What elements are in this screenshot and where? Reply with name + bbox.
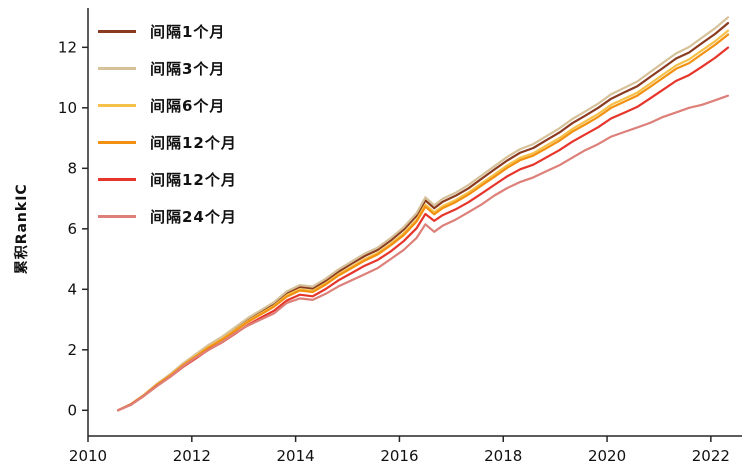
y-tick-label: 8 [67,159,77,177]
legend-item-3: 间隔6个月 [98,94,237,117]
series-line-4 [116,33,730,412]
y-tick-label: 0 [67,401,77,419]
legend-line-swatch-icon [98,30,136,33]
y-tick-label: 4 [67,280,77,298]
legend-label: 间隔1个月 [150,23,226,41]
legend-line-swatch-icon [98,215,136,218]
legend-item-6: 间隔24个月 [98,205,237,228]
legend-label: 间隔6个月 [150,97,226,115]
series-line-6 [116,94,730,412]
legend-line-swatch-icon [98,67,136,70]
legend-line-swatch-icon [98,141,136,144]
y-axis-title: 累积RankIC [13,183,30,274]
x-tick-label: 2014 [277,447,315,465]
legend-item-2: 间隔3个月 [98,57,237,80]
x-tick-label: 2010 [69,447,107,465]
y-tick-label: 12 [58,38,77,56]
legend-line-swatch-icon [98,178,136,181]
legend-line-swatch-icon [98,104,136,107]
chart-legend: 间隔1个月间隔3个月间隔6个月间隔12个月 间隔12个月 间隔24个月 [98,20,237,228]
legend-item-4: 间隔12个月 [98,131,237,154]
x-tick-label: 2020 [588,447,626,465]
legend-label: 间隔12个月 [150,171,237,189]
series-line-2 [116,16,730,412]
x-tick-label: 2018 [484,447,522,465]
y-tick-label: 10 [58,99,77,117]
legend-label: 间隔24个月 [150,208,237,226]
x-tick-label: 2016 [380,447,418,465]
legend-label: 间隔12个月 [150,134,237,152]
y-tick-label: 6 [67,220,77,238]
legend-label: 间隔3个月 [150,60,226,78]
x-tick-label: 2012 [173,447,211,465]
x-tick-label: 2022 [692,447,730,465]
legend-item-5: 间隔12个月 [98,168,237,191]
legend-item-1: 间隔1个月 [98,20,237,43]
y-tick-label: 2 [67,341,77,359]
